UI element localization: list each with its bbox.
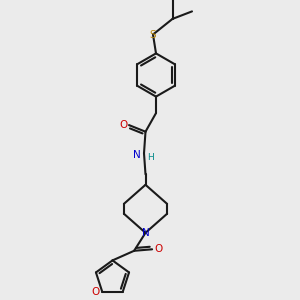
Text: N: N [142,228,149,238]
Text: S: S [150,29,156,40]
Text: O: O [119,119,128,130]
Text: N: N [133,150,140,160]
Text: O: O [154,244,163,254]
Text: H: H [147,153,153,162]
Text: O: O [92,287,100,297]
